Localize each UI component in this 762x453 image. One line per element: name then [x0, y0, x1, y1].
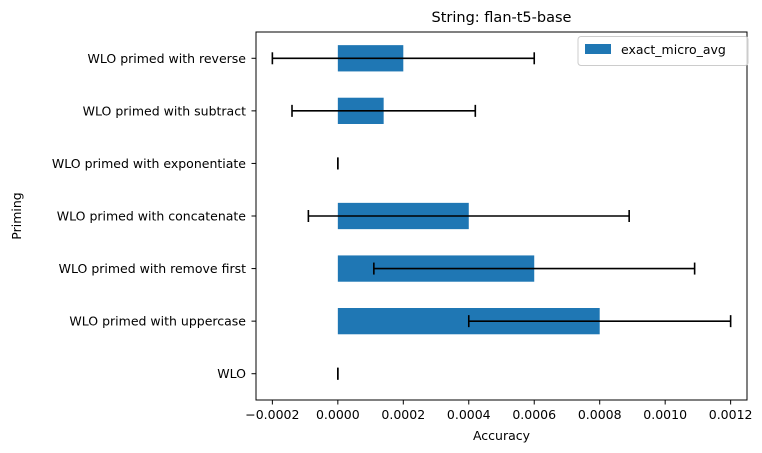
x-tick-label-0: −0.0002 [245, 407, 299, 422]
error-bars-layer [271, 52, 732, 380]
y-tick-label-6: WLO primed with reverse [88, 51, 247, 66]
x-tick-label-6: 0.0010 [643, 407, 687, 422]
y-tick-label-4: WLO primed with exponentiate [52, 156, 246, 171]
legend-swatch [585, 44, 611, 54]
axes-layer: −0.0002 0.0000 0.0002 0.0004 0.0006 0.0008 0.0… [52, 31, 753, 422]
y-tick-label-1: WLO primed with uppercase [69, 314, 246, 329]
x-axis-label: Accuracy [473, 428, 531, 443]
x-tick-label-7: 0.0012 [709, 407, 753, 422]
chart-title: String: flan-t5-base [432, 10, 572, 26]
bars-layer [337, 45, 600, 335]
x-tick-label-2: 0.0002 [381, 407, 425, 422]
x-tick-label-3: 0.0004 [447, 407, 491, 422]
x-tick-label-5: 0.0008 [578, 407, 622, 422]
y-axis-label: Priming [9, 192, 24, 239]
legend-label: exact_micro_avg [621, 42, 726, 57]
y-tick-label-2: WLO primed with remove first [59, 261, 246, 276]
x-tick-label-4: 0.0006 [512, 407, 556, 422]
legend: exact_micro_avg [577, 36, 749, 66]
x-tick-label-1: 0.0000 [316, 407, 360, 422]
y-tick-label-3: WLO primed with concatenate [57, 209, 247, 224]
y-tick-label-0: WLO [217, 366, 246, 381]
y-tick-label-5: WLO primed with subtract [83, 103, 246, 118]
legend-frame [577, 36, 749, 66]
